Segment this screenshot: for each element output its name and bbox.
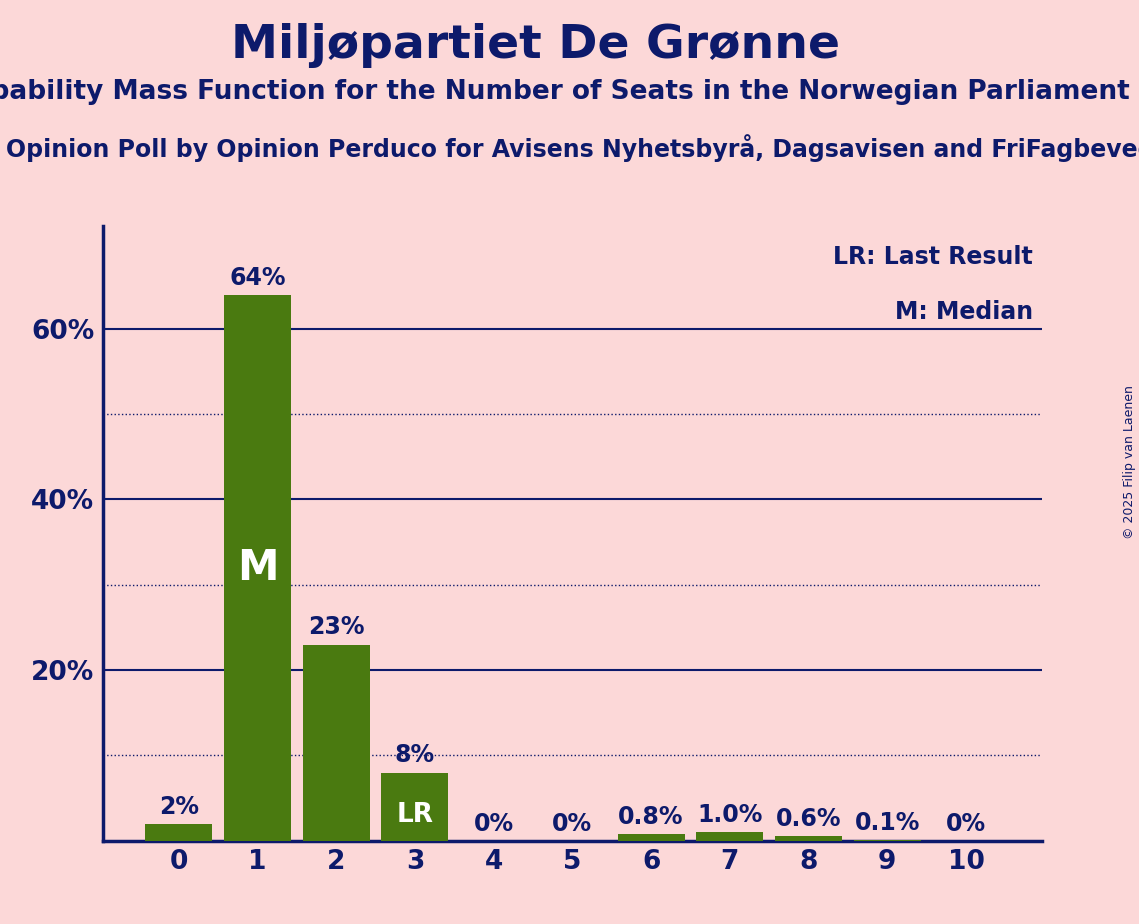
Bar bbox=[224, 295, 290, 841]
Bar bbox=[382, 772, 449, 841]
Text: 0.8%: 0.8% bbox=[618, 805, 683, 829]
Text: 0%: 0% bbox=[552, 811, 592, 835]
Text: LR: LR bbox=[396, 802, 433, 828]
Text: 0%: 0% bbox=[474, 811, 514, 835]
Text: Miljøpartiet De Grønne: Miljøpartiet De Grønne bbox=[231, 23, 839, 68]
Bar bbox=[145, 824, 212, 841]
Text: 23%: 23% bbox=[308, 615, 364, 639]
Text: 8%: 8% bbox=[395, 744, 435, 768]
Text: © 2025 Filip van Laenen: © 2025 Filip van Laenen bbox=[1123, 385, 1136, 539]
Bar bbox=[775, 835, 842, 841]
Text: Opinion Poll by Opinion Perduco for Avisens Nyhetsbyrå, Dagsavisen and FriFagbev: Opinion Poll by Opinion Perduco for Avis… bbox=[6, 134, 1139, 162]
Text: 0.6%: 0.6% bbox=[776, 807, 842, 831]
Bar bbox=[617, 834, 685, 841]
Text: LR: Last Result: LR: Last Result bbox=[833, 245, 1033, 269]
Text: 0.1%: 0.1% bbox=[854, 811, 920, 835]
Text: 1.0%: 1.0% bbox=[697, 803, 762, 827]
Text: 2%: 2% bbox=[158, 795, 198, 819]
Bar bbox=[696, 833, 763, 841]
Text: 64%: 64% bbox=[229, 265, 286, 289]
Text: M: M bbox=[237, 547, 278, 589]
Text: 0%: 0% bbox=[947, 811, 986, 835]
Text: Probability Mass Function for the Number of Seats in the Norwegian Parliament: Probability Mass Function for the Number… bbox=[0, 79, 1130, 104]
Text: M: Median: M: Median bbox=[894, 300, 1033, 324]
Bar bbox=[303, 645, 370, 841]
